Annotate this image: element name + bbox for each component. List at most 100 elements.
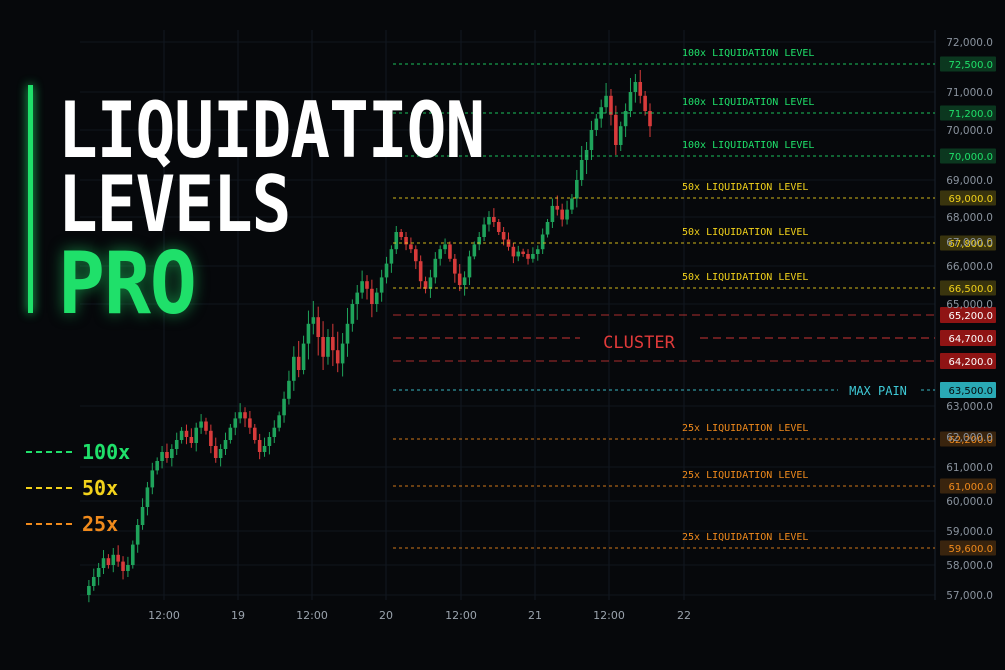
candle-body xyxy=(111,554,116,565)
title-line-3: PRO xyxy=(58,235,197,334)
price-tag: 72,500.0 xyxy=(948,60,993,71)
candle-50 xyxy=(326,329,330,365)
candle-body xyxy=(638,82,643,96)
candle-body xyxy=(433,258,438,278)
candle-106 xyxy=(599,99,604,128)
candle-5 xyxy=(106,554,111,569)
candle-body xyxy=(540,234,545,250)
title-line-2: LEVELS xyxy=(58,159,291,250)
candle-body xyxy=(301,343,306,370)
candle-7 xyxy=(116,545,120,567)
level-label: 100x LIQUIDATION LEVEL xyxy=(682,97,814,108)
level-label: 25x LIQUIDATION LEVEL xyxy=(682,532,808,543)
candle-body xyxy=(121,561,125,571)
candle-39 xyxy=(272,420,277,443)
candle-26 xyxy=(209,424,213,454)
y-tick-label: 65,000.0 xyxy=(946,299,993,311)
candle-16 xyxy=(160,446,164,469)
candle-18 xyxy=(170,444,174,467)
candle-43 xyxy=(292,346,296,391)
candle-114 xyxy=(638,70,643,104)
price-tag: 61,000.0 xyxy=(948,482,993,493)
candle-33 xyxy=(243,407,247,428)
candle-body xyxy=(575,180,579,199)
candle-91 xyxy=(526,249,530,265)
candle-27 xyxy=(213,437,218,463)
candle-64 xyxy=(394,226,399,254)
candle-105 xyxy=(594,114,599,136)
candle-body xyxy=(418,261,423,282)
candle-body xyxy=(579,160,584,180)
candle-body xyxy=(350,304,355,324)
candle-110 xyxy=(618,121,623,151)
y-tick-label: 61,000.0 xyxy=(946,462,993,474)
candle-25 xyxy=(204,417,208,435)
candle-body xyxy=(96,568,101,577)
candle-body xyxy=(355,292,360,304)
candle-72 xyxy=(433,252,438,284)
candle-87 xyxy=(506,232,511,251)
candle-24 xyxy=(199,414,203,434)
candle-body xyxy=(155,461,159,471)
price-tag-bg xyxy=(940,478,996,494)
candle-90 xyxy=(521,248,525,257)
candle-57 xyxy=(360,270,364,299)
price-tag: 62,200.0 xyxy=(948,435,993,446)
candle-body xyxy=(565,209,569,220)
candle-body xyxy=(199,421,203,428)
candle-9 xyxy=(126,556,130,577)
candle-body xyxy=(340,343,345,364)
y-tick-label: 59,000.0 xyxy=(946,526,993,538)
x-tick-label: 12:00 xyxy=(296,609,328,622)
legend-swatch-50x xyxy=(26,487,72,489)
candle-81 xyxy=(477,232,482,251)
candle-31 xyxy=(233,412,238,436)
candle-body xyxy=(443,244,447,250)
legend-swatch-100x xyxy=(26,451,72,453)
chart-grid xyxy=(80,30,936,600)
candle-79 xyxy=(467,250,472,285)
price-tag: 67,800.0 xyxy=(948,239,993,250)
candle-4 xyxy=(101,550,106,574)
candle-37 xyxy=(262,437,267,457)
level-25x-6: 25x LIQUIDATION LEVEL 62,200.0 xyxy=(393,423,996,447)
candle-54 xyxy=(345,307,350,357)
candle-55 xyxy=(350,299,355,332)
candle-body xyxy=(267,437,272,446)
candle-29 xyxy=(223,432,228,455)
candle-body xyxy=(272,427,277,437)
candle-73 xyxy=(438,245,442,266)
candle-body xyxy=(130,544,135,565)
candle-body xyxy=(394,232,399,250)
y-tick-label: 57,000.0 xyxy=(946,590,993,602)
candle-3 xyxy=(96,562,101,586)
price-tag-bg xyxy=(940,190,996,206)
x-tick-label: 12:00 xyxy=(148,609,180,622)
candle-88 xyxy=(511,242,516,264)
candle-45 xyxy=(301,335,306,375)
candle-46 xyxy=(306,310,311,360)
candle-11 xyxy=(135,519,140,553)
candle-99 xyxy=(565,200,569,225)
candle-body xyxy=(213,446,218,458)
candle-22 xyxy=(189,428,194,448)
candle-body xyxy=(238,412,242,419)
cluster-price-tag: 64,700.0 xyxy=(948,334,993,345)
legend-item-25x: 25x xyxy=(26,506,130,542)
candle-34 xyxy=(248,410,252,434)
candle-116 xyxy=(648,103,652,137)
candle-body xyxy=(379,277,384,293)
candle-94 xyxy=(540,228,545,254)
candle-body xyxy=(277,415,281,428)
level-25x-8: 25x LIQUIDATION LEVEL 59,600.0 xyxy=(393,532,996,556)
y-tick-label: 58,000.0 xyxy=(946,560,993,572)
y-tick-label: 66,000.0 xyxy=(946,261,993,273)
candle-71 xyxy=(428,269,433,298)
candle-60 xyxy=(374,288,379,312)
candle-body xyxy=(296,356,301,370)
level-50x-4: 50x LIQUIDATION LEVEL 67,800.0 xyxy=(393,227,996,251)
candle-75 xyxy=(448,241,452,262)
legend-label-100x: 100x xyxy=(82,440,131,464)
candle-body xyxy=(287,380,291,399)
candle-107 xyxy=(604,83,608,114)
